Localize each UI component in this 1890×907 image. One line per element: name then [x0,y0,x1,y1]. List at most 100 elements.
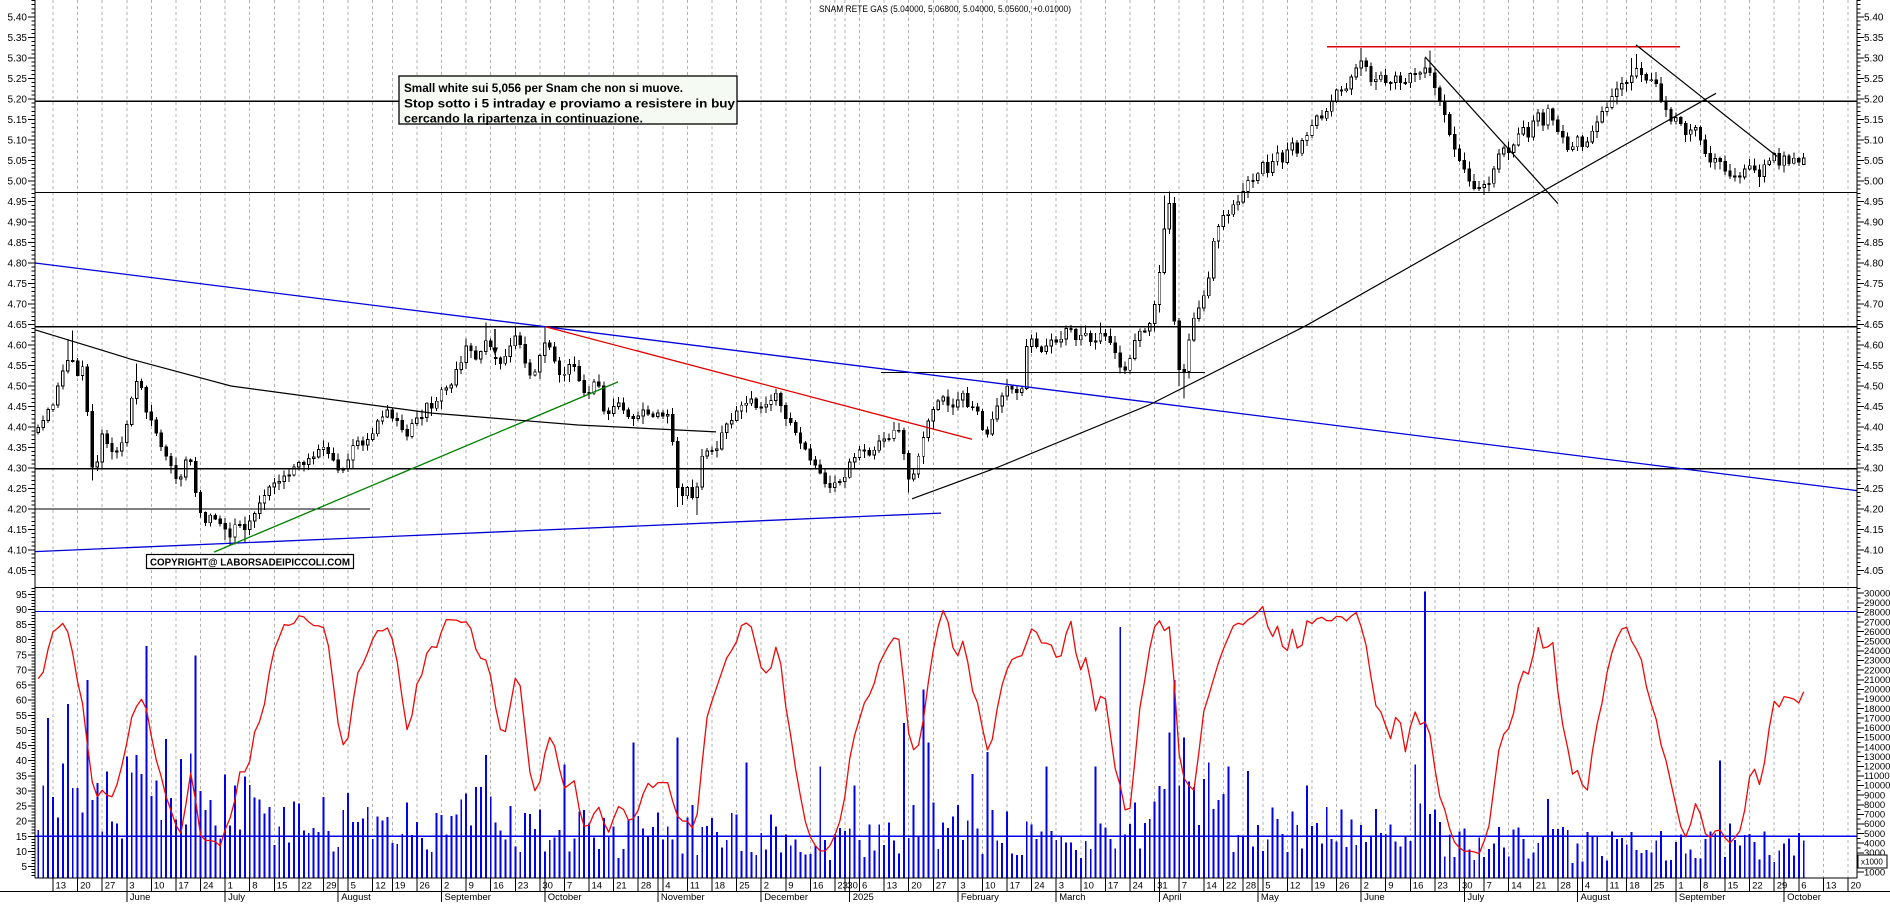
svg-text:4.50: 4.50 [8,382,28,393]
svg-text:17000: 17000 [1864,713,1890,724]
svg-text:5.10: 5.10 [1864,136,1884,147]
svg-text:4.20: 4.20 [1864,505,1884,516]
svg-text:20: 20 [1851,881,1862,892]
svg-text:February: February [961,892,999,902]
svg-text:19: 19 [1315,881,1326,892]
svg-text:27: 27 [936,881,947,892]
svg-text:25: 25 [1654,881,1665,892]
svg-text:5.20: 5.20 [8,95,28,106]
svg-text:24000: 24000 [1864,646,1890,657]
svg-text:4.75: 4.75 [8,279,28,290]
svg-text:7: 7 [1182,881,1187,892]
svg-text:16: 16 [813,881,824,892]
svg-text:8: 8 [1703,881,1708,892]
svg-text:November: November [661,892,705,902]
svg-text:4.50: 4.50 [1864,382,1884,393]
svg-text:5.00: 5.00 [8,177,28,188]
svg-text:29: 29 [1777,881,1788,892]
svg-text:5: 5 [21,862,27,873]
svg-text:4.10: 4.10 [8,546,28,557]
svg-text:4.30: 4.30 [1864,464,1884,475]
svg-text:9: 9 [469,881,474,892]
svg-text:5000: 5000 [1864,829,1885,840]
svg-text:17: 17 [1010,881,1021,892]
svg-text:27: 27 [105,881,116,892]
svg-text:9000: 9000 [1864,790,1885,801]
svg-text:5.35: 5.35 [1864,33,1884,44]
svg-text:2: 2 [444,881,449,892]
svg-text:31: 31 [1157,881,1168,892]
svg-text:28: 28 [1246,881,1257,892]
svg-text:5.05: 5.05 [8,156,28,167]
svg-text:26: 26 [1339,881,1350,892]
svg-text:8: 8 [252,881,257,892]
svg-text:4.15: 4.15 [8,525,28,536]
svg-text:15: 15 [16,832,28,843]
svg-text:20000: 20000 [1864,685,1890,696]
svg-text:4.65: 4.65 [1864,320,1884,331]
svg-text:5.00: 5.00 [1864,177,1884,188]
svg-text:10: 10 [154,881,165,892]
svg-text:13: 13 [887,881,898,892]
svg-text:11: 11 [690,881,700,892]
svg-text:23: 23 [1437,881,1448,892]
svg-text:4.40: 4.40 [8,423,28,434]
svg-text:15000: 15000 [1864,733,1890,744]
svg-text:3: 3 [129,881,134,892]
svg-text:80: 80 [16,635,28,646]
svg-text:2: 2 [764,881,769,892]
svg-text:29000: 29000 [1864,598,1890,609]
svg-text:April: April [1163,892,1182,902]
svg-text:70: 70 [16,665,28,676]
svg-text:9: 9 [1388,881,1393,892]
svg-text:26000: 26000 [1864,627,1890,638]
svg-text:22: 22 [1752,881,1763,892]
svg-text:4.65: 4.65 [8,320,28,331]
svg-text:4.20: 4.20 [8,505,28,516]
svg-text:10: 10 [1083,881,1094,892]
svg-text:28000: 28000 [1864,608,1890,619]
svg-text:4.45: 4.45 [1864,402,1884,413]
svg-text:29: 29 [326,881,337,892]
svg-text:17: 17 [178,881,189,892]
svg-text:5.40: 5.40 [1864,13,1884,24]
svg-text:5.10: 5.10 [8,136,28,147]
svg-text:4.25: 4.25 [1864,484,1884,495]
svg-text:Stop sotto i 5 intraday e prov: Stop sotto i 5 intraday e proviamo a res… [404,97,735,111]
svg-text:x1000: x1000 [1861,858,1883,867]
svg-text:19000: 19000 [1864,694,1890,705]
svg-text:5.15: 5.15 [1864,115,1884,126]
svg-text:75: 75 [16,650,28,661]
svg-text:14: 14 [1206,881,1217,892]
svg-text:23000: 23000 [1864,656,1890,667]
svg-text:27000: 27000 [1864,617,1890,628]
svg-text:16: 16 [493,881,504,892]
svg-text:55: 55 [16,711,28,722]
svg-text:9: 9 [788,881,793,892]
svg-text:40: 40 [16,756,28,767]
svg-text:4.05: 4.05 [1864,566,1884,577]
svg-text:5.05: 5.05 [1864,156,1884,167]
svg-text:22000: 22000 [1864,665,1890,676]
svg-text:25: 25 [16,802,28,813]
svg-text:4.35: 4.35 [1864,443,1884,454]
svg-text:25000: 25000 [1864,637,1890,648]
svg-text:4.85: 4.85 [1864,238,1884,249]
svg-text:12: 12 [375,881,386,892]
svg-text:4.80: 4.80 [1864,259,1884,270]
svg-text:90: 90 [16,605,28,616]
svg-text:3: 3 [960,881,965,892]
svg-text:4.55: 4.55 [8,361,28,372]
svg-text:30: 30 [1462,881,1473,892]
svg-text:4.40: 4.40 [1864,423,1884,434]
svg-text:August: August [341,892,371,902]
svg-text:24: 24 [203,881,214,892]
svg-text:28: 28 [1560,881,1571,892]
svg-text:45: 45 [16,741,28,752]
svg-text:24: 24 [1133,881,1144,892]
svg-text:20: 20 [911,881,922,892]
svg-text:85: 85 [16,620,28,631]
svg-text:October: October [548,892,582,902]
svg-text:21000: 21000 [1864,675,1890,686]
svg-text:2: 2 [1364,881,1369,892]
